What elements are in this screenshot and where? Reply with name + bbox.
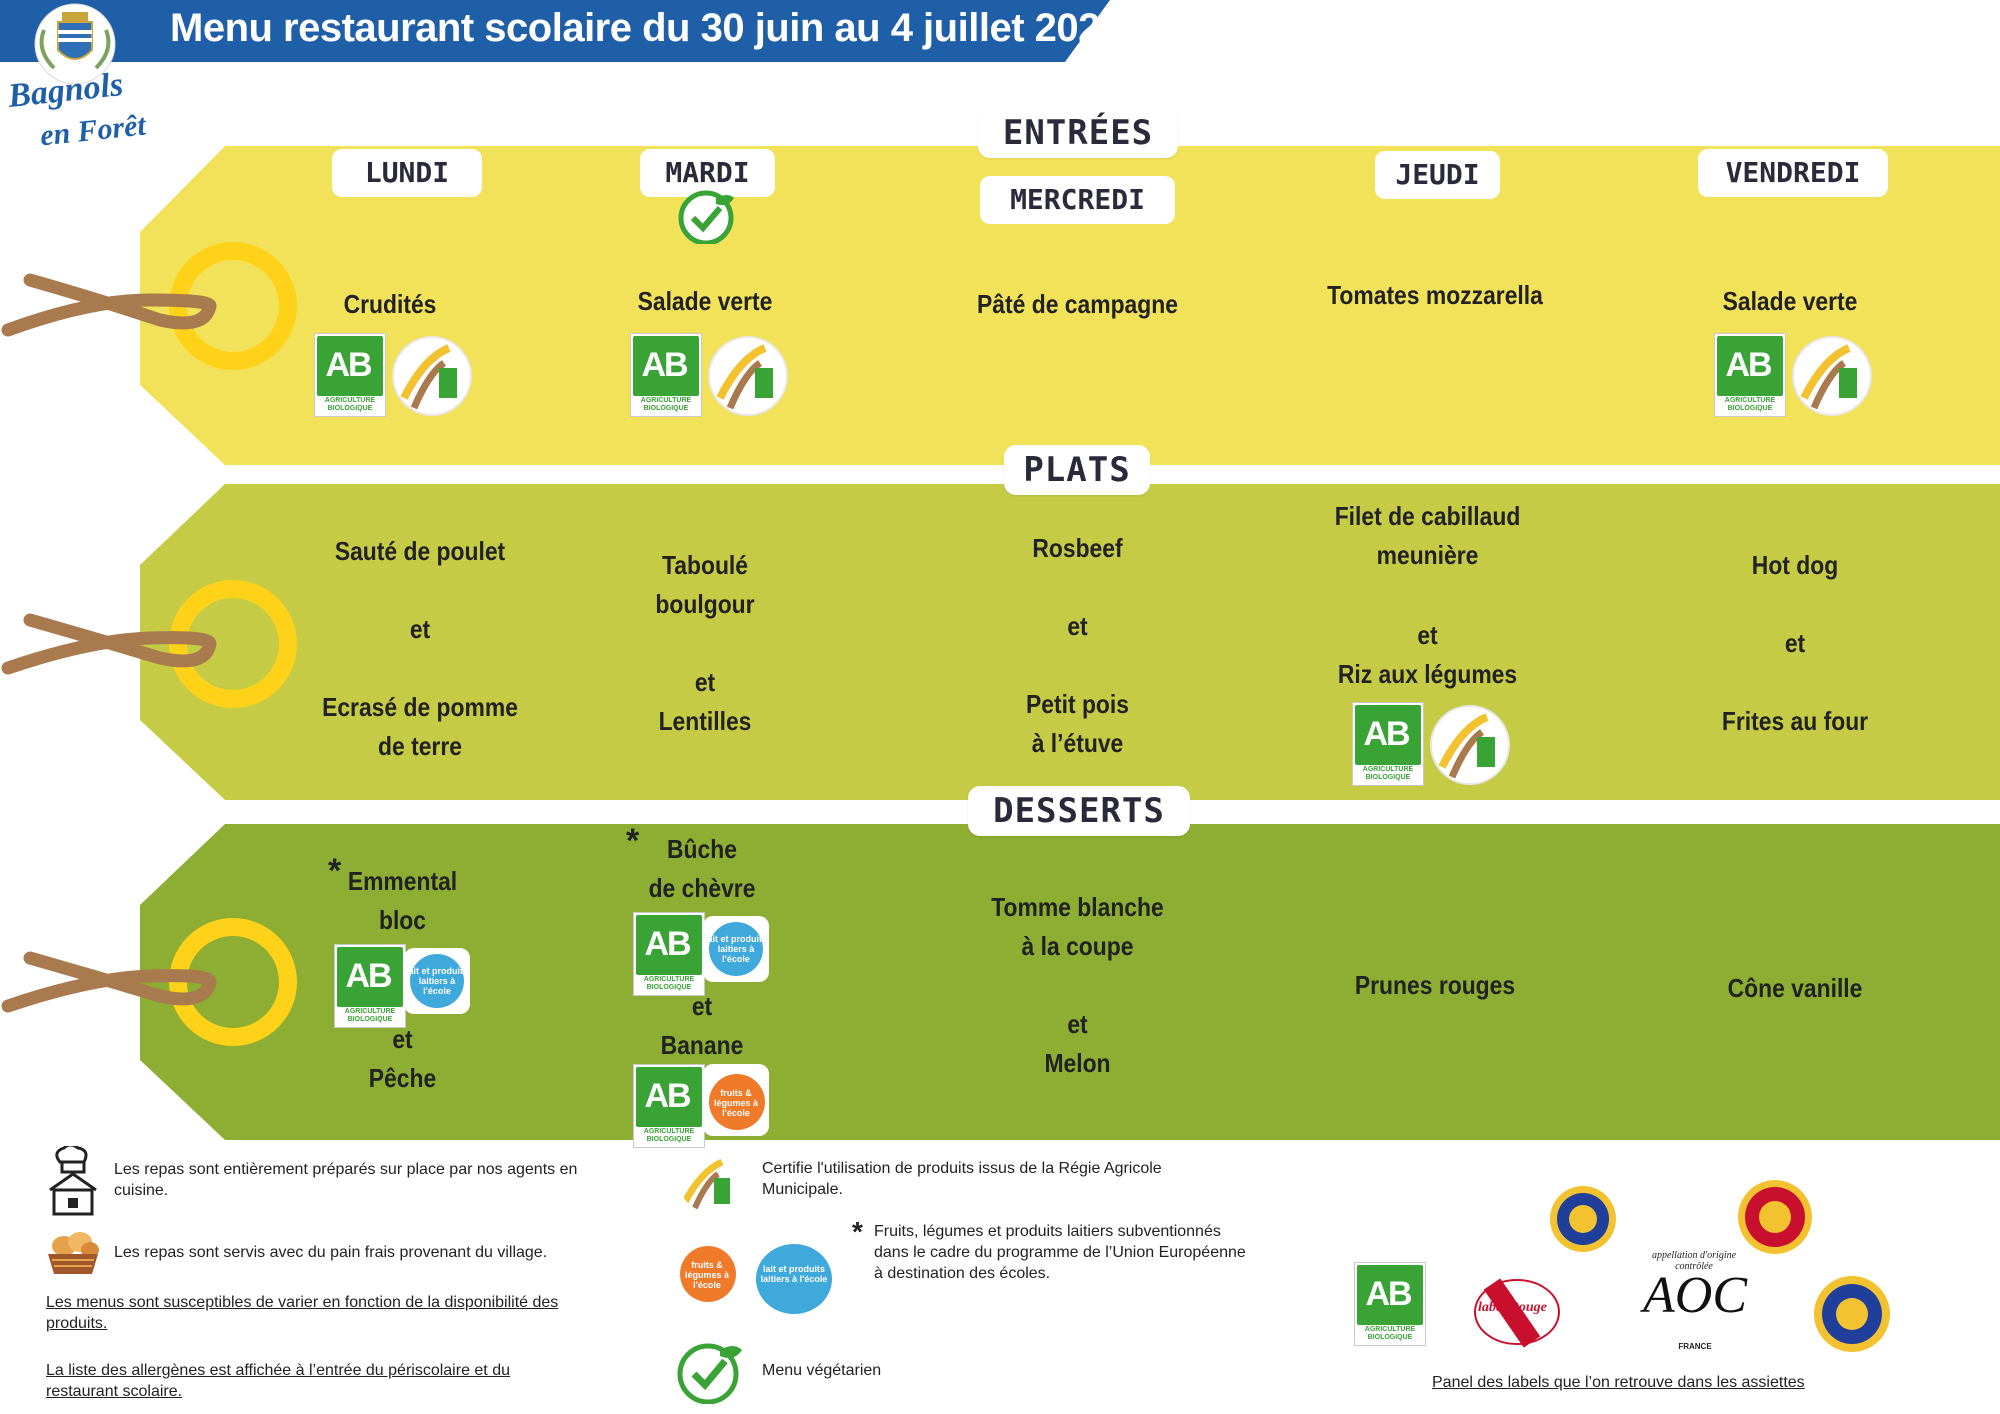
dessert-lundi-a: Emmental bloc — [347, 866, 458, 935]
ab-organic-icon: AB AGRICULTURE BIOLOGIQUE — [1352, 702, 1424, 786]
ab-organic-icon: AB AGRICULTURE BIOLOGIQUE — [633, 1064, 705, 1148]
label-rouge-text: label Rouge — [1478, 1300, 1547, 1315]
legend-subvention: Fruits, légumes et produits laitiers sub… — [874, 1223, 1246, 1282]
dessert-lundi-b: et Pêche — [368, 1024, 437, 1093]
entree-vendredi: Salade verte — [1722, 286, 1858, 316]
dessert-vendredi: Cône vanille — [1727, 973, 1863, 1003]
town-logo: Bagnols en Forêt — [0, 0, 150, 170]
vegetarian-icon — [678, 190, 734, 244]
aoc-ring-text: appellation d'origine contrôlée — [1651, 1250, 1737, 1272]
fruits-ecole-icon: fruits & légumes à l'école — [703, 1064, 769, 1136]
legend-panel: Panel des labels que l’on retrouve dans … — [1432, 1374, 1805, 1391]
day-mardi: MARDI — [640, 149, 775, 197]
regie-agricole-icon — [680, 1156, 740, 1212]
legend-vegetarien: Menu végétarien — [762, 1362, 882, 1379]
bread-basket-icon — [48, 1232, 99, 1274]
plat-lundi: Sauté de poulet et Ecrasé de pomme de te… — [322, 536, 518, 761]
desserts-band — [140, 824, 2000, 1140]
tag-ropes — [1, 273, 217, 1013]
day-jeudi: JEUDI — [1375, 151, 1500, 199]
regie-agricole-icon — [708, 336, 788, 416]
dessert-mardi-b: et Banane — [660, 991, 744, 1060]
plat-vendredi: Hot dog et Frites au four — [1721, 550, 1869, 736]
page-title: Menu restaurant scolaire du 30 juin au 4… — [170, 6, 1122, 50]
subsidy-star: * — [852, 1216, 863, 1247]
aoc-country: FRANCE — [1678, 1342, 1712, 1351]
dessert-mercredi: Tomme blanche à la coupe et Melon — [991, 892, 1164, 1078]
legend-allergenes: La liste des allergènes est affichée à l… — [46, 1362, 510, 1400]
day-mercredi: MERCREDI — [980, 176, 1175, 224]
legend-pain: Les repas sont servis avec du pain frais… — [114, 1244, 548, 1261]
section-entrees: ENTRÉES — [978, 108, 1178, 158]
lait-ecole-icon: lait et produits laitiers à l'école — [703, 916, 769, 982]
stg-icon — [1814, 1276, 1890, 1352]
aop-icon — [1738, 1180, 1812, 1254]
legend-regie: Certifie l'utilisation de produits issus… — [762, 1160, 1162, 1198]
plat-mercredi: Rosbeef et Petit pois à l’étuve — [1026, 533, 1129, 758]
legend-cuisine: Les repas sont entièrement préparés sur … — [114, 1161, 578, 1199]
entree-mercredi: Pâté de campagne — [977, 289, 1178, 319]
section-desserts: DESSERTS — [968, 786, 1190, 836]
day-lundi: LUNDI — [332, 149, 482, 197]
plat-jeudi: Filet de cabillaud meunière — [1334, 501, 1521, 570]
dessert-mardi-a: Bûche de chèvre — [648, 834, 756, 903]
lait-ecole-icon: lait et produits laitiers à l'école — [750, 1238, 838, 1318]
section-plats: PLATS — [1004, 445, 1150, 495]
regie-agricole-icon — [1430, 705, 1510, 785]
lait-ecole-icon: lait et produits laitiers à l'école — [404, 948, 470, 1014]
subsidy-star: * — [626, 822, 640, 860]
aoc-logo: AOC — [1643, 1267, 1747, 1324]
title-banner — [0, 0, 1110, 62]
plat-mardi: Taboulé boulgour et Lentilles — [655, 550, 755, 736]
regie-agricole-icon — [1792, 336, 1872, 416]
entree-lundi: Crudités — [343, 289, 437, 319]
ab-organic-icon: AB AGRICULTURE BIOLOGIQUE — [1714, 333, 1786, 417]
entree-mardi: Salade verte — [637, 286, 773, 316]
entree-jeudi: Tomates mozzarella — [1327, 280, 1543, 310]
day-vendredi: VENDREDI — [1698, 149, 1888, 197]
label-rouge-icon — [1474, 1278, 1560, 1348]
ab-organic-icon: AB AGRICULTURE BIOLOGIQUE — [334, 944, 406, 1028]
legend-variation: Les menus sont susceptibles de varier en… — [46, 1294, 559, 1332]
dessert-jeudi: Prunes rouges — [1354, 970, 1516, 1000]
chef-house-icon — [49, 1146, 97, 1216]
ab-organic-icon: AB AGRICULTURE BIOLOGIQUE — [1354, 1262, 1426, 1346]
fruits-ecole-icon: fruits & légumes à l'école — [674, 1236, 740, 1308]
entrees-band — [140, 146, 2000, 465]
plats-band — [140, 484, 2000, 800]
igp-icon — [1550, 1186, 1616, 1252]
subsidy-star: * — [328, 852, 342, 890]
ab-organic-icon: AB AGRICULTURE BIOLOGIQUE — [630, 333, 702, 417]
vegetarian-icon — [677, 1343, 742, 1404]
ab-organic-icon: AB AGRICULTURE BIOLOGIQUE — [314, 333, 386, 417]
regie-agricole-icon — [392, 336, 472, 416]
plat-jeudi-accompagnement: et Riz aux légumes — [1337, 620, 1518, 689]
ab-organic-icon: AB AGRICULTURE BIOLOGIQUE — [633, 912, 705, 996]
